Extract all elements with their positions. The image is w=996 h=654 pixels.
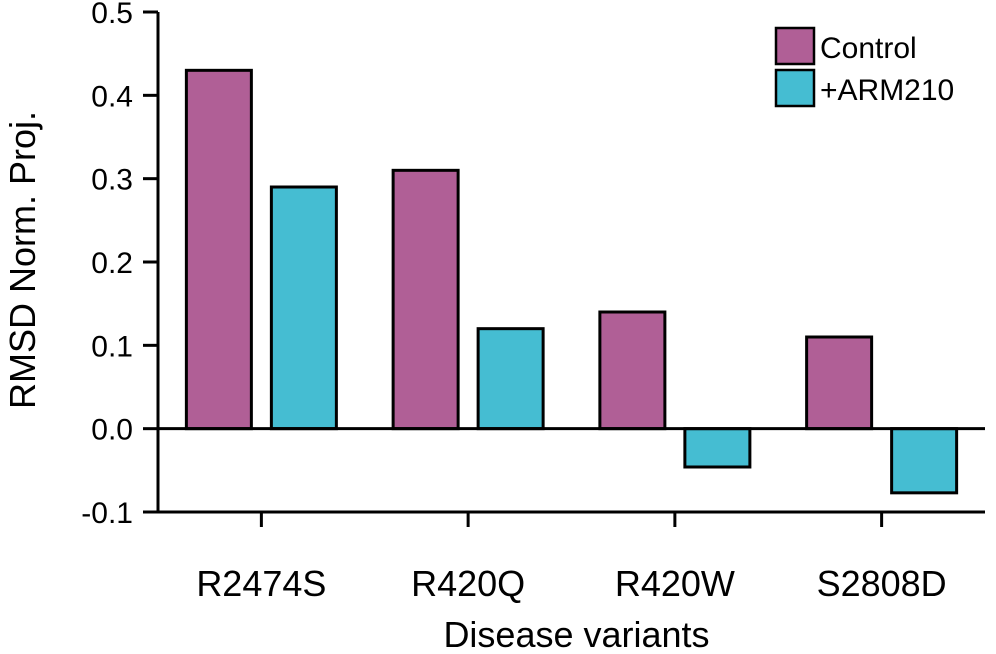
x-tick-label: R420Q <box>411 563 525 604</box>
x-tick-label: S2808D <box>817 563 947 604</box>
y-tick-label: -0.1 <box>81 497 133 530</box>
bar-arm210-r420q <box>476 327 545 431</box>
x-tick-label: R420W <box>615 563 735 604</box>
bar-control-r420q <box>391 168 460 431</box>
x-tick-label: R2474S <box>196 563 326 604</box>
bar-control-s2808d <box>805 335 874 431</box>
bar-arm210-r420w <box>683 427 752 469</box>
y-tick-label: 0.0 <box>91 414 133 447</box>
y-tick-label: 0.3 <box>91 164 133 197</box>
axes-layer: R2474S R420Q R420W S2808D -0.1 0.0 0.1 0.2 0.3 0.… <box>81 0 985 604</box>
bars-layer <box>184 68 959 495</box>
x-axis-title: Disease variants <box>443 614 709 654</box>
legend-label: +ARM210 <box>820 74 954 107</box>
legend-swatch <box>774 68 816 108</box>
legend: Control +ARM210 <box>774 26 954 108</box>
y-tick-label: 0.4 <box>91 80 133 113</box>
bar-control-r420w <box>598 310 667 431</box>
legend-label: Control <box>820 32 917 65</box>
bar-arm210-s2808d <box>890 427 959 495</box>
legend-swatch <box>774 26 816 66</box>
y-axis-title: RMSD Norm. Proj. <box>2 111 43 409</box>
bar-control-r2474s <box>184 68 253 431</box>
bar-arm210-r2474s <box>269 185 338 431</box>
y-tick-label: 0.1 <box>91 330 133 363</box>
y-tick-label: 0.5 <box>91 0 133 30</box>
y-tick-label: 0.2 <box>91 247 133 280</box>
